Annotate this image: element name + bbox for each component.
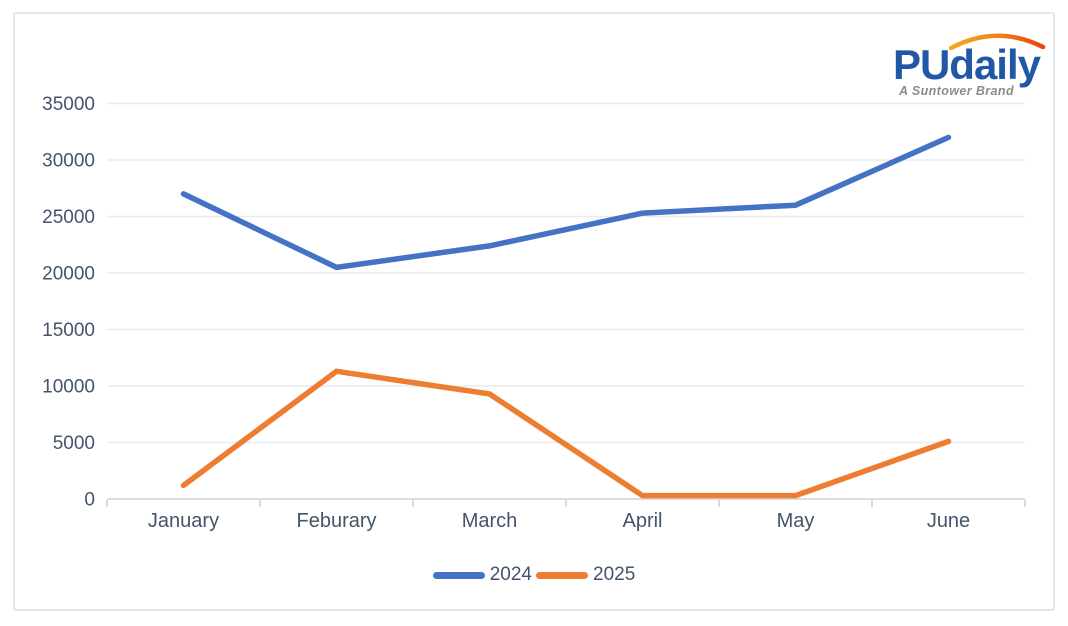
logo-tagline: A Suntower Brand xyxy=(899,84,1014,98)
chart-border-frame xyxy=(13,12,1055,611)
logo-brand-text: PUdaily xyxy=(892,41,1041,88)
series-line-2024 xyxy=(180,134,952,271)
y-axis-tick-label: 25000 xyxy=(42,207,95,228)
x-axis-label: June xyxy=(927,510,970,532)
x-axis-label: Feburary xyxy=(296,510,376,532)
legend-item-2024: 2024 xyxy=(432,564,532,586)
series-line-2025 xyxy=(180,368,952,499)
legend-label: 2025 xyxy=(593,564,636,585)
x-axis-label: January xyxy=(148,510,219,532)
legend-item-2025: 2025 xyxy=(536,564,635,586)
y-axis-tick-label: 10000 xyxy=(42,377,95,398)
y-axis-tick-label: 35000 xyxy=(42,94,95,115)
x-axis-label: May xyxy=(777,510,815,532)
y-axis-tick-label: 15000 xyxy=(42,320,95,341)
y-axis-tick-label: 0 xyxy=(84,490,95,511)
x-axis-label: April xyxy=(622,510,662,532)
y-axis-tick-label: 5000 xyxy=(53,433,95,454)
x-axis-label: March xyxy=(462,510,518,532)
pudaily-logo: PUdaily A Suntower Brand xyxy=(892,33,1046,98)
legend-label: 2024 xyxy=(489,564,532,585)
legend-swatch-icon xyxy=(536,571,588,579)
y-axis-tick-label: 20000 xyxy=(42,264,95,285)
logo-swoosh-arc-icon xyxy=(948,33,1046,51)
chart-legend: 2024 2025 xyxy=(0,564,1068,586)
legend-swatch-icon xyxy=(432,571,485,579)
y-axis-tick-label: 30000 xyxy=(42,151,95,172)
